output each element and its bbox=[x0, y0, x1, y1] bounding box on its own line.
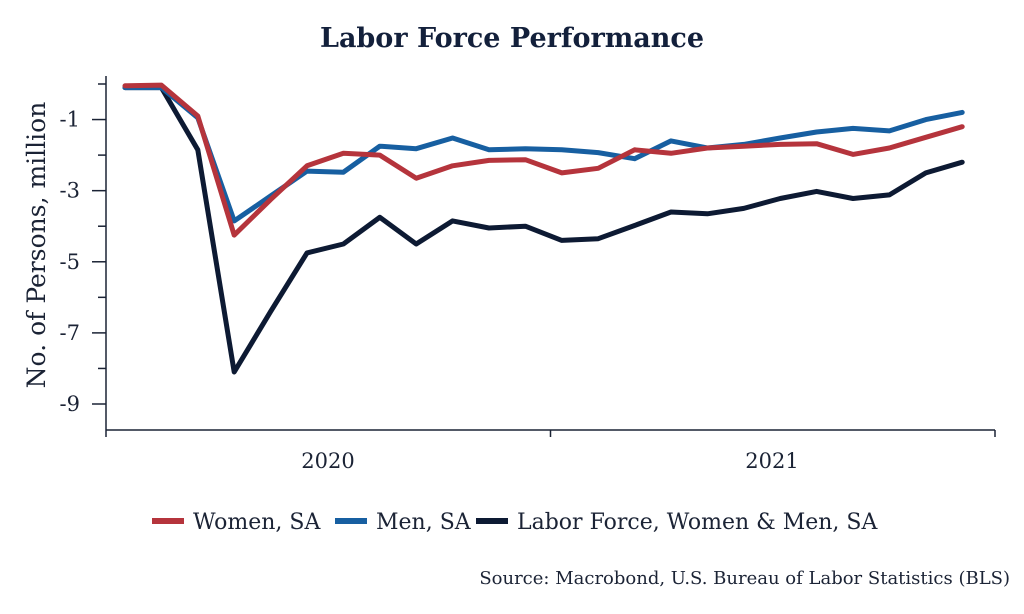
chart-title: Labor Force Performance bbox=[320, 23, 704, 54]
legend-label: Women, SA bbox=[193, 510, 321, 535]
legend-label: Men, SA bbox=[376, 510, 472, 535]
series-line-2 bbox=[122, 85, 965, 375]
x-tick-label: 2021 bbox=[745, 449, 798, 473]
y-tick-label: -3 bbox=[60, 179, 80, 203]
y-axis-label: No. of Persons, million bbox=[22, 102, 51, 389]
legend-label: Labor Force, Women & Men, SA bbox=[517, 510, 878, 535]
y-tick-label: -7 bbox=[60, 321, 80, 345]
y-tick-label: -9 bbox=[60, 392, 80, 416]
x-axis: 2020 2021 bbox=[105, 429, 996, 473]
series-line-1 bbox=[122, 85, 965, 224]
y-tick-label: -5 bbox=[60, 250, 80, 274]
series-line-0 bbox=[122, 82, 965, 238]
y-tick-label: -1 bbox=[60, 108, 80, 132]
series-lines bbox=[122, 82, 965, 375]
y-axis: -1 -3 -5 -7 -9 bbox=[60, 76, 107, 430]
legend: Women, SA Men, SA Labor Force, Women & Men… bbox=[152, 510, 878, 535]
x-tick-label: 2020 bbox=[301, 449, 354, 473]
source-note: Source: Macrobond, U.S. Bureau of Labor … bbox=[479, 568, 1010, 589]
